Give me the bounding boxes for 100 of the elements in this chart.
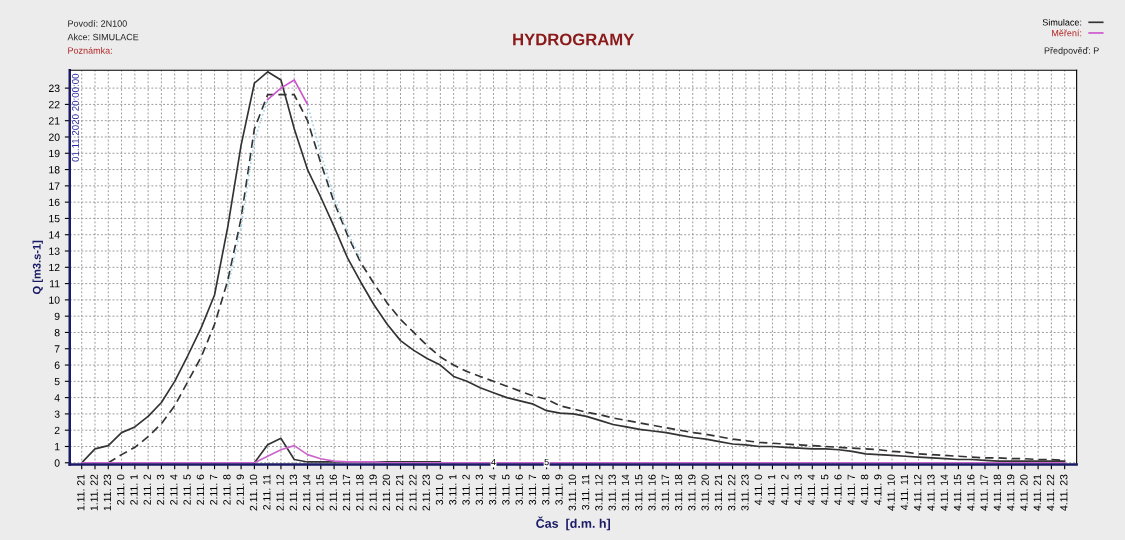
x-tick-label: 4.11. 16 <box>967 474 975 511</box>
x-tick-label: 3.11. 22 <box>728 474 736 511</box>
x-tick-label: 4.11. 1 <box>767 474 776 505</box>
x-tick-label: 3.11. 2 <box>462 474 470 505</box>
y-tick-label: 6 <box>54 361 60 369</box>
x-tick-label: 3.11. 16 <box>648 474 656 511</box>
y-tick-label: 9 <box>54 312 60 321</box>
x-tick-label: 3.11. 23 <box>741 474 749 511</box>
x-tick-label: 2.11. 16 <box>329 474 337 511</box>
x-tick-label: 3.11. 14 <box>621 474 630 511</box>
y-tick-label: 17 <box>49 182 60 190</box>
x-tick-label: 1.11. 21 <box>77 474 85 511</box>
x-tick-label: 3.11. 17 <box>661 474 669 511</box>
x-tick-label: 3.11. 21 <box>714 474 723 511</box>
x-tick-label: 2.11. 7 <box>209 474 218 505</box>
y-tick-label: 11 <box>50 280 60 288</box>
x-tick-label: 2.11. 15 <box>316 474 324 511</box>
x-tick-label: 4.11. 6 <box>834 474 842 505</box>
annotation: 01.11.2020 20:00:00 <box>72 73 79 162</box>
x-tick-label: 3.11. 6 <box>515 474 523 505</box>
x-tick-label: 3.11. 8 <box>542 474 550 505</box>
y-tick-label: 22 <box>48 100 60 109</box>
y-tick-label: 4 <box>54 394 60 402</box>
x-tick-label: 2.11. 13 <box>289 474 298 511</box>
x-tick-label: 3.11. 12 <box>595 474 603 511</box>
x-tick-label: 2.11. 17 <box>342 474 351 511</box>
x-tick-label: 3.11. 10 <box>568 474 576 511</box>
y-tick-label: 13 <box>49 247 60 255</box>
x-tick-label: 2.11. 23 <box>422 474 430 511</box>
x-tick-label: 2.11. 11 <box>263 474 271 510</box>
x-tick-label: 3.11. 19 <box>688 474 696 511</box>
x-tick-label: 4.11. 3 <box>794 474 802 505</box>
x-axis-title: Čas [d.m. h] <box>536 516 610 531</box>
x-tick-label: 1.11. 22 <box>90 474 98 511</box>
x-tick-label: 3.11. 20 <box>701 474 709 511</box>
x-tick-label: 4.11. 7 <box>847 474 855 505</box>
y-tick-label: 15 <box>49 215 60 223</box>
x-tick-label: 3.11. 5 <box>502 474 510 505</box>
x-tick-label: 2.11. 10 <box>249 474 258 511</box>
y-tick-label: 1 <box>55 443 60 451</box>
x-tick-label: 2.11. 3 <box>156 474 165 505</box>
x-tick-label: 4.11. 23 <box>1060 474 1068 511</box>
x-tick-label: 4.11. 15 <box>953 474 962 511</box>
y-tick-label: 10 <box>49 296 60 304</box>
x-tick-label: 3.11. 4 <box>488 474 497 505</box>
x-tick-label: 4.11. 9 <box>874 474 882 505</box>
x-tick-label: 4.11. 10 <box>887 474 895 511</box>
x-tick-label: 3.11. 7 <box>528 474 537 505</box>
x-tick-label: 3.11. 15 <box>635 474 643 511</box>
x-tick-label: 3.11. 18 <box>674 474 683 511</box>
x-tick-label: 2.11. 18 <box>356 474 364 511</box>
x-tick-label: 2.11. 5 <box>183 474 191 505</box>
legend-label: Měření: <box>1052 29 1082 37</box>
text: Předpověď: P <box>1044 47 1099 56</box>
x-tick-label: 3.11. 13 <box>608 474 616 511</box>
chart-title: HYDROGRAMY <box>513 33 635 46</box>
y-tick-label: 0 <box>54 459 60 467</box>
x-tick-label: 2.11. 2 <box>143 474 151 505</box>
x-tick-label: 2.11. 19 <box>369 474 377 511</box>
x-tick-label: 4.11. 19 <box>1006 474 1015 511</box>
x-tick-label: 4.11. 11 <box>900 474 908 510</box>
x-tick-label: 4.11. 5 <box>821 474 829 505</box>
x-tick-label: 4.11. 13 <box>927 474 935 511</box>
y-tick-label: 23 <box>48 84 60 92</box>
x-tick-label: 2.11. 20 <box>382 474 391 511</box>
x-tick-label: 2.11. 1 <box>130 474 138 505</box>
x-tick-label: 4.11. 22 <box>1046 474 1055 511</box>
line-series <box>266 79 309 106</box>
x-tick-label: 2.11. 22 <box>409 474 417 511</box>
y-axis-title: Q [m3.s-1] <box>32 240 43 295</box>
x-tick-label: 4.11. 8 <box>860 474 869 505</box>
x-tick-label: 4.11. 12 <box>913 474 922 511</box>
y-tick-label: 2 <box>54 426 60 434</box>
text: Poznámka: <box>68 46 112 54</box>
x-tick-label: 4.11. 18 <box>993 474 1002 511</box>
y-tick-label: 8 <box>54 328 60 337</box>
y-tick-label: 18 <box>49 166 60 174</box>
x-tick-label: 3.11. 0 <box>435 474 444 505</box>
x-tick-label: 4.11. 0 <box>754 474 762 505</box>
y-tick-label: 12 <box>49 263 60 272</box>
y-tick-label: 19 <box>49 149 60 158</box>
y-tick-label: 3 <box>54 410 60 418</box>
x-tick-label: 2.11. 21 <box>395 474 404 511</box>
x-tick-label: 3.11. 1 <box>449 474 457 505</box>
y-tick-label: 16 <box>49 198 60 207</box>
x-tick-label: 3.11. 3 <box>475 474 483 505</box>
y-tick-label: 14 <box>49 231 60 239</box>
x-tick-label: 4.11. 20 <box>1020 474 1028 511</box>
x-tick-label: 3.11. 11 <box>581 474 590 510</box>
x-tick-label: 2.11. 14 <box>302 474 311 511</box>
x-tick-label: 3.11. 9 <box>555 474 563 505</box>
x-tick-label: 2.11. 4 <box>170 474 178 505</box>
x-tick-label: 4.11. 17 <box>980 474 988 511</box>
text: Akce: SIMULACE <box>67 33 139 41</box>
y-tick-label: 5 <box>54 377 60 386</box>
x-tick-label: 2.11. 0 <box>116 474 125 505</box>
x-tick-label: 2.11. 12 <box>276 474 284 511</box>
x-tick-label: 4.11. 2 <box>781 474 789 505</box>
x-tick-label: 4.11. 14 <box>940 474 948 511</box>
x-tick-label: 2.11. 8 <box>223 474 231 505</box>
